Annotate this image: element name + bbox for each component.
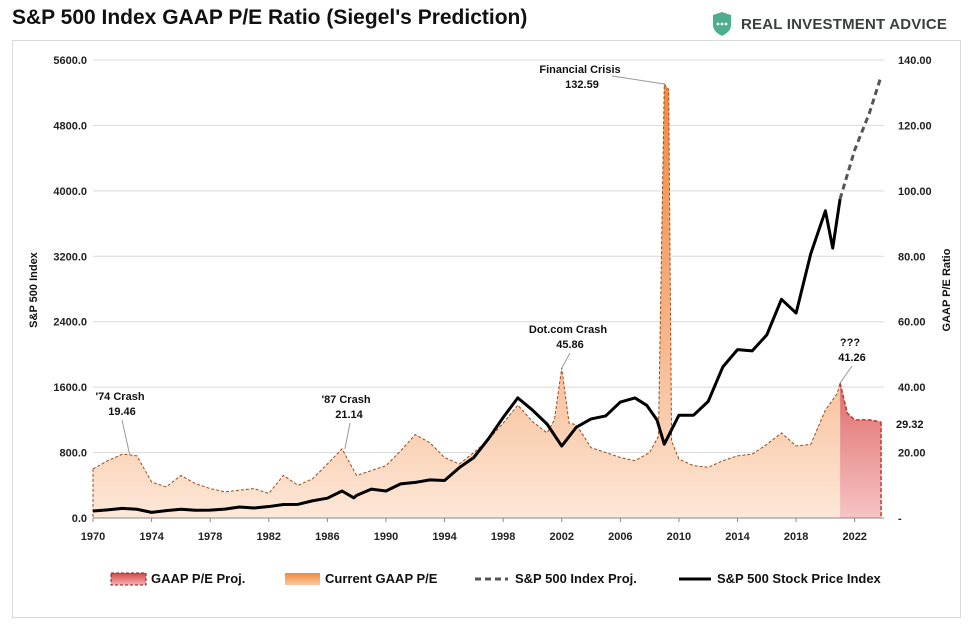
x-tick-label: 1978 [198, 531, 222, 543]
shield-logo-icon [713, 12, 731, 36]
left-tick-label: 1600.0 [53, 382, 87, 394]
right-tick-label: 120.00 [898, 120, 932, 132]
annot-87-crash-leader [344, 422, 351, 449]
annot-74-crash-value: 19.46 [108, 406, 136, 418]
left-tick-label: 0.0 [72, 513, 87, 525]
annot-dotcom-value: 45.86 [556, 339, 584, 351]
annot-question-label: ??? [840, 337, 860, 349]
annot-question-value: 41.26 [838, 352, 866, 364]
annot-87-crash-label: '87 Crash [321, 394, 370, 406]
x-tick-label: 2022 [842, 531, 866, 543]
annot-dotcom-label: Dot.com Crash [529, 324, 608, 336]
annot-financial-crisis-value: 132.59 [565, 79, 599, 91]
right-tick-label: 140.00 [898, 55, 932, 67]
annot-dotcom-leader [561, 352, 571, 369]
left-tick-label: 4000.0 [53, 186, 87, 198]
x-tick-label: 1998 [491, 531, 515, 543]
legend-item-index: S&P 500 Stock Price Index [679, 571, 882, 586]
annot-74-crash-leader [121, 419, 131, 455]
pe-proj-area [840, 383, 882, 518]
right-tick-label: 60.00 [898, 317, 926, 329]
annotations: '74 Crash 19.46 '87 Crash 21.14 Dot.com Cras… [95, 64, 924, 455]
chart-frame [12, 40, 961, 618]
legend-item-pe-proj: GAAP P/E Proj. [110, 571, 245, 586]
brand: REAL INVESTMENT ADVICE [711, 12, 947, 36]
x-tick-label: 2018 [784, 531, 808, 543]
index-proj-line [838, 75, 883, 200]
left-tick-label: 800.0 [59, 448, 87, 460]
axis-ticks: 0.0 800.0 1600.0 2400.0 3200.0 4000.0 4800.0 56… [53, 55, 931, 543]
right-tick-label: - [898, 513, 902, 525]
legend-label-current-pe: Current GAAP P/E [325, 571, 438, 586]
right-axis-label: GAAP P/E Ratio [941, 248, 953, 331]
x-tick-label: 1970 [81, 531, 105, 543]
x-tick-label: 1986 [315, 531, 339, 543]
x-tick-label: 1990 [374, 531, 398, 543]
right-tick-label: 40.00 [898, 382, 926, 394]
current-pe-outline [92, 82, 841, 495]
index-lines [92, 75, 883, 514]
x-tick-label: 1994 [432, 531, 457, 543]
left-tick-label: 5600.0 [53, 55, 87, 67]
annot-proj-value: 29.32 [896, 419, 924, 431]
annot-financial-crisis-leader [611, 75, 666, 85]
brand-name: REAL INVESTMENT ADVICE [741, 15, 948, 33]
annot-financial-crisis-label: Financial Crisis [539, 64, 620, 76]
annot-question-leader [839, 365, 853, 384]
chart-title: S&P 500 Index GAAP P/E Ratio (Siegel's P… [12, 6, 528, 29]
legend-item-current-pe: Current GAAP P/E [285, 571, 438, 586]
legend-swatch-pe-proj [110, 572, 147, 586]
legend-label-index-proj: S&P 500 Index Proj. [515, 571, 637, 586]
legend-item-index-proj: S&P 500 Index Proj. [475, 571, 637, 586]
x-tick-label: 1982 [257, 531, 281, 543]
left-axis-label: S&P 500 Index [28, 251, 40, 327]
legend-swatch-current-pe [285, 573, 320, 585]
right-tick-label: 80.00 [898, 251, 926, 263]
x-tick-label: 1974 [139, 531, 164, 543]
x-tick-label: 2014 [725, 531, 750, 543]
x-tick-label: 2002 [549, 531, 573, 543]
current-pe-area [93, 84, 841, 518]
x-tick-label: 2010 [667, 531, 691, 543]
left-tick-label: 3200.0 [53, 251, 87, 263]
annot-74-crash-label: '74 Crash [95, 391, 144, 403]
left-tick-label: 2400.0 [53, 317, 87, 329]
index-line [92, 198, 842, 514]
legend: GAAP P/E Proj. Current GAAP P/E S&P 500 … [110, 571, 882, 586]
legend-label-pe-proj: GAAP P/E Proj. [151, 571, 245, 586]
right-tick-label: 100.00 [898, 186, 932, 198]
annot-87-crash-value: 21.14 [335, 409, 363, 421]
right-tick-label: 20.00 [898, 448, 926, 460]
legend-label-index: S&P 500 Stock Price Index [717, 571, 882, 586]
x-tick-label: 2006 [608, 531, 632, 543]
pe-proj-outline [839, 382, 882, 423]
left-tick-label: 4800.0 [53, 120, 87, 132]
